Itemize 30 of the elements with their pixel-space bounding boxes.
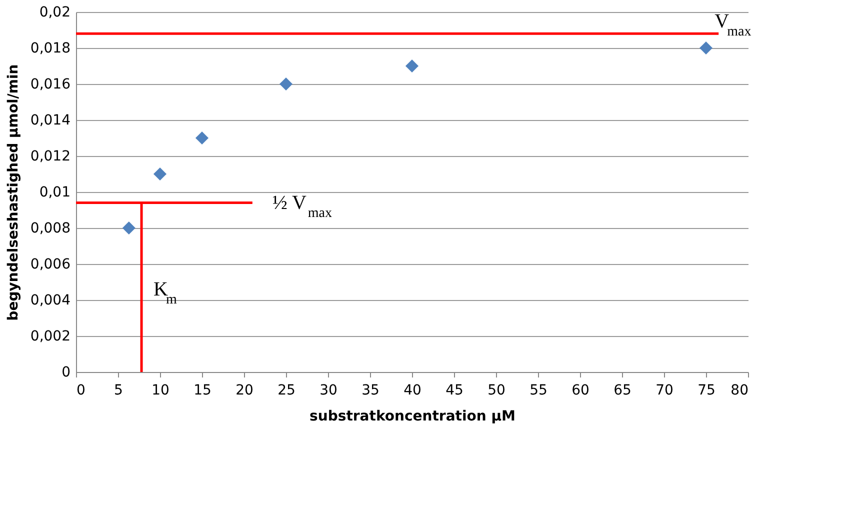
y-tick-label: 0,016 xyxy=(30,76,71,92)
x-tick-label: 30 xyxy=(320,382,338,398)
y-tick-label: 0,008 xyxy=(30,220,70,236)
x-tick-label: 40 xyxy=(404,382,422,398)
x-tick-label: 35 xyxy=(362,382,380,398)
y-tick-label: 0,018 xyxy=(30,40,70,56)
x-tick-label: 20 xyxy=(236,382,254,398)
x-tick-label: 65 xyxy=(614,382,632,398)
y-axis-title: begyndelseshastighed µmol/min xyxy=(5,64,22,321)
y-tick-label: 0,012 xyxy=(30,148,70,164)
x-tick-label: 25 xyxy=(278,382,296,398)
y-tick-label: 0,002 xyxy=(30,328,70,344)
x-tick-label: 80 xyxy=(730,382,748,398)
y-tick-label: 0,01 xyxy=(39,184,70,200)
x-tick-label: 15 xyxy=(194,382,212,398)
x-tick-label: 5 xyxy=(114,382,123,398)
y-tick-label: 0,004 xyxy=(30,292,71,308)
y-tick-label: 0,02 xyxy=(39,4,70,20)
x-tick-label: 55 xyxy=(530,382,548,398)
x-tick-label: 0 xyxy=(76,382,86,398)
x-tick-label: 45 xyxy=(446,382,464,398)
x-axis-title: substratkoncentration µM xyxy=(310,408,516,424)
x-tick-label: 70 xyxy=(656,382,674,398)
x-tick-label: 60 xyxy=(572,382,590,398)
y-tick-label: 0 xyxy=(62,364,70,380)
y-tick-label: 0,014 xyxy=(30,112,71,128)
x-tick-label: 50 xyxy=(488,382,506,398)
x-tick-label: 75 xyxy=(698,382,716,398)
x-tick-label: 10 xyxy=(152,382,170,398)
y-tick-label: 0,006 xyxy=(30,256,71,272)
